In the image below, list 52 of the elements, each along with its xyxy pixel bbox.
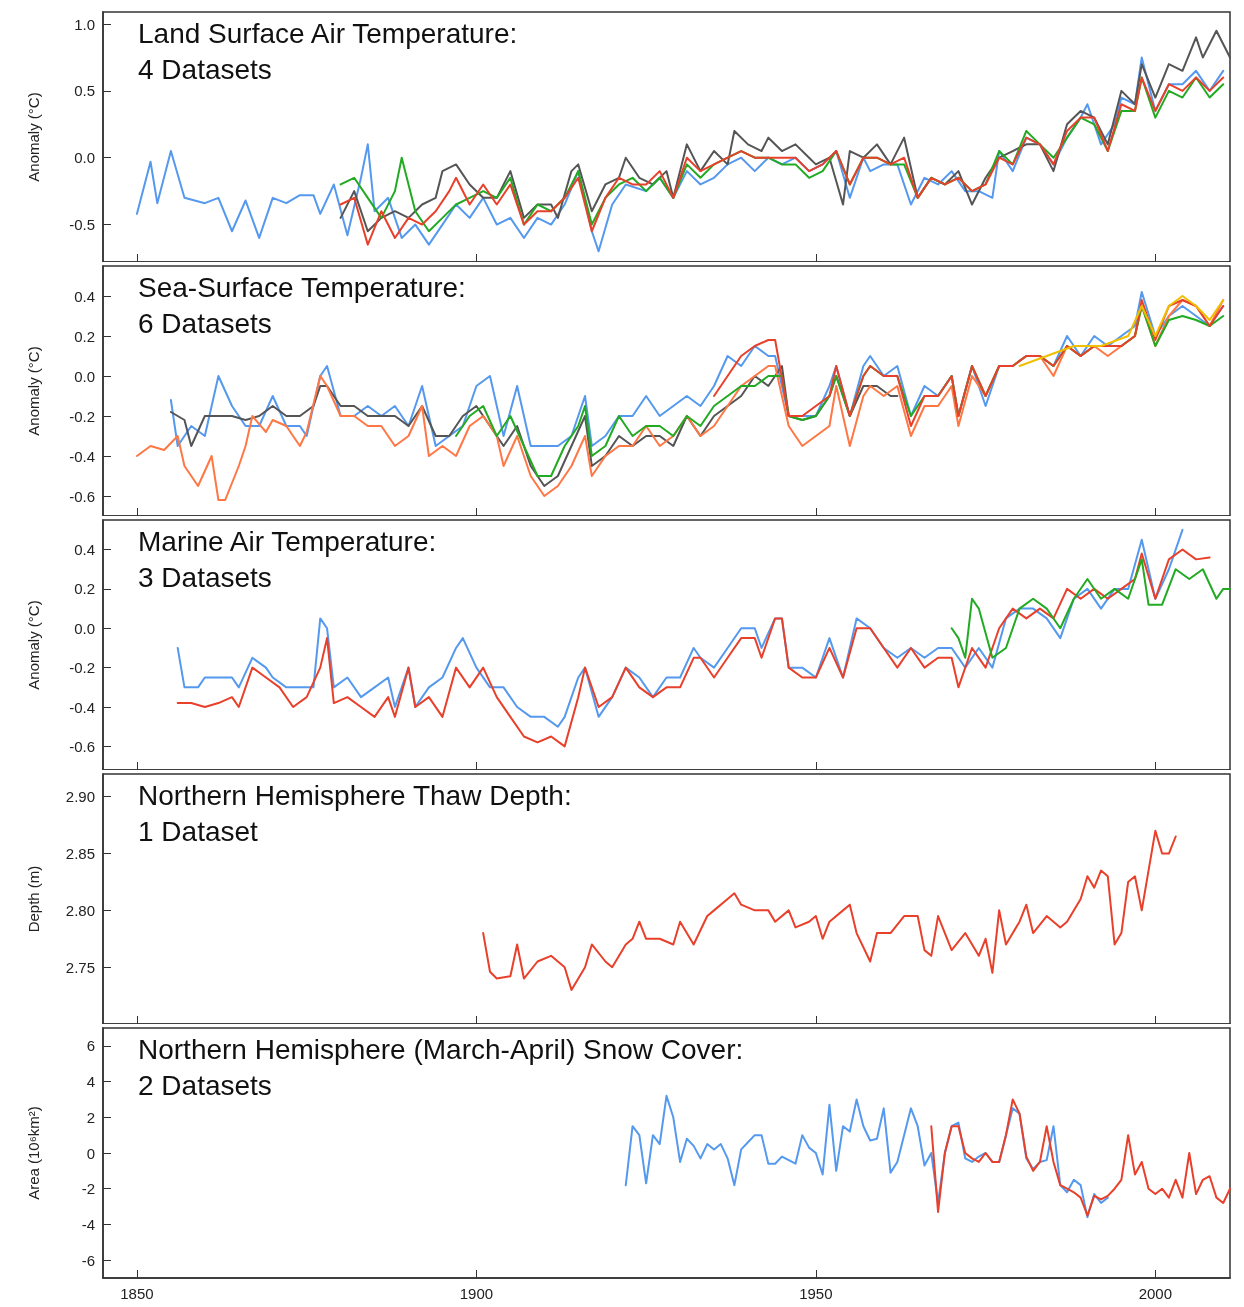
chart-title: Sea-Surface Temperature: [138,271,466,303]
y-tick-label: -0.4 [69,698,95,716]
y-tick-label: -0.5 [69,216,95,234]
x-tick-label: 1950 [799,1285,833,1302]
y-tick-label: -0.2 [69,407,95,425]
y-axis-title: Area (10⁶km²) [25,1106,42,1200]
y-tick-label: 0.4 [74,287,95,305]
chart-title: Northern Hemisphere (March-April) Snow Cover: [138,1033,744,1065]
y-axis-title: Depth (m) [25,865,42,933]
y-tick-label: 0 [86,1144,95,1162]
y-tick-label: 6 [86,1037,95,1055]
text: 3 Datasets [138,561,272,593]
y-tick-label: 0.0 [74,149,95,167]
line-series [930,1098,1231,1217]
y-tick-label: 0.5 [74,82,95,100]
line-series [713,299,1225,427]
y-axis-title: Anomaly (°C) [25,346,42,436]
line-series [482,829,1177,991]
x-tick-label: 1900 [459,1285,494,1302]
y-tick-label: -0.4 [69,447,95,465]
y-tick-label: -0.2 [69,659,95,677]
y-tick-label: 4 [86,1073,95,1091]
y-tick-label: -0.6 [69,487,95,505]
y-tick-label: 0.0 [74,367,95,385]
y-tick-label: 0.2 [74,327,95,345]
chart-title: Marine Air Temperature: [138,525,437,557]
y-tick-label: 1.0 [74,15,95,33]
y-tick-label: 0.0 [74,619,95,637]
y-tick-label: 2.90 [65,788,95,806]
line-series [1018,295,1225,367]
chart-title: Northern Hemisphere Thaw Depth: [138,779,572,811]
y-tick-label: -2 [81,1180,95,1198]
y-tick-label: -4 [81,1215,95,1233]
y-tick-label: -6 [81,1251,95,1269]
text: 1 Dataset [138,815,259,847]
line-series [624,1094,1109,1219]
text: 6 Datasets [138,307,272,339]
y-tick-label: 2.75 [65,958,95,976]
line-series [950,558,1231,659]
y-tick-label: 0.4 [74,541,95,559]
text: 2 Datasets [138,1069,272,1101]
x-tick-label: 1850 [120,1285,154,1302]
y-tick-label: -0.6 [69,737,95,755]
y-axis-title: Anomaly (°C) [25,92,42,182]
y-tick-label: 2 [86,1108,95,1126]
text: 4 Datasets [138,53,272,85]
y-axis-title: Anomaly (°C) [25,600,42,690]
chart-title: Land Surface Air Temperature: [138,17,518,49]
y-tick-label: 2.80 [65,901,95,919]
x-tick-label: 2000 [1138,1285,1173,1302]
y-tick-label: 2.85 [65,845,95,863]
y-tick-label: 0.2 [74,580,95,598]
